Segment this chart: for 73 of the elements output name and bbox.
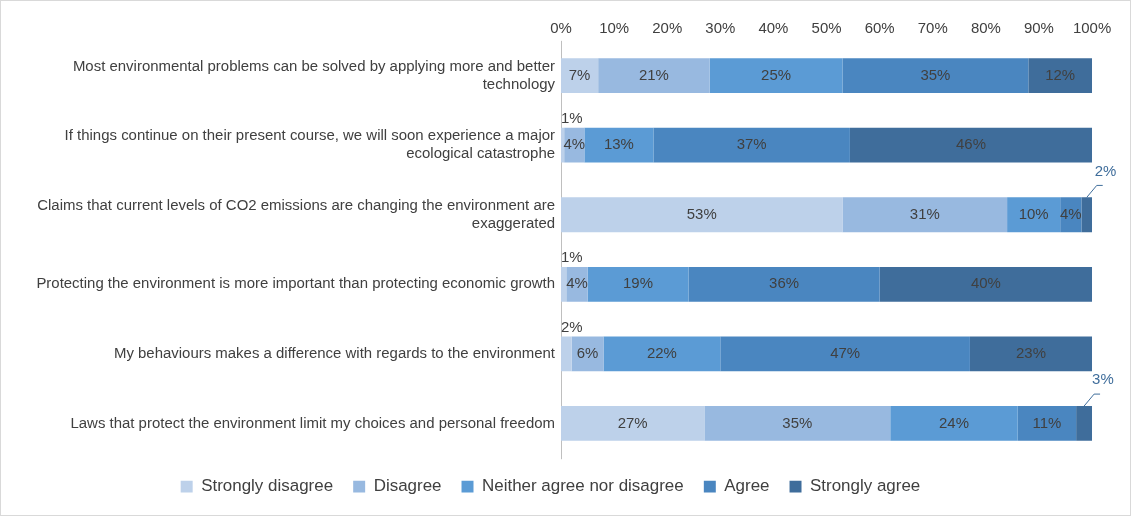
- data-label: 21%: [638, 65, 669, 83]
- bar: [969, 336, 1093, 372]
- x-tick-label: 70%: [917, 19, 948, 37]
- bar: [720, 336, 970, 372]
- bar: [842, 197, 1008, 233]
- x-tick-label: 90%: [1023, 19, 1054, 37]
- legend-label: Agree: [724, 476, 770, 496]
- bar: [704, 406, 891, 441]
- data-label: 37%: [736, 135, 767, 153]
- bar: [842, 58, 1029, 94]
- bar: [584, 127, 654, 163]
- bar: [890, 406, 1018, 441]
- data-label: 3%: [1092, 370, 1114, 388]
- legend-label: Disagree: [373, 476, 442, 496]
- bar: [879, 266, 1093, 302]
- x-tick-label: 60%: [864, 19, 895, 37]
- x-tick-label: 50%: [811, 19, 842, 37]
- bar: [1017, 406, 1077, 441]
- bar: [561, 197, 843, 233]
- bar: [688, 266, 880, 302]
- bar: [603, 336, 721, 372]
- data-label: 11%: [1032, 413, 1062, 431]
- y-tick-label: Laws that protect the environment limit my choices and personal freedom: [70, 413, 556, 431]
- data-label: 13%: [603, 135, 634, 153]
- y-tick-label: My behaviours makes a difference with regards to the environment: [113, 344, 556, 361]
- data-label: 2%: [561, 317, 583, 335]
- x-tick-label: 0%: [550, 19, 572, 37]
- data-label: 2%: [1094, 161, 1117, 179]
- x-tick-label: 30%: [705, 19, 736, 37]
- data-label: 1%: [561, 248, 583, 266]
- bar: [1007, 197, 1061, 233]
- data-label: 24%: [939, 413, 969, 431]
- data-label: 22%: [646, 344, 677, 361]
- data-label: 4%: [563, 135, 586, 153]
- data-label: 53%: [686, 204, 717, 222]
- data-label: 40%: [970, 274, 1001, 292]
- x-tick-label: 40%: [758, 19, 789, 37]
- legend-label: Strongly agree: [810, 476, 921, 496]
- bar: [561, 336, 572, 372]
- x-tick-label: 20%: [652, 19, 683, 37]
- bar: [709, 58, 843, 94]
- bar: [849, 127, 1093, 163]
- data-label: 31%: [909, 204, 940, 222]
- data-label: 4%: [566, 274, 588, 292]
- data-label: 25%: [761, 65, 792, 83]
- data-label: 1%: [561, 108, 583, 126]
- legend-label: Neither agree nor disagree: [481, 476, 684, 496]
- data-label: 12%: [1045, 65, 1076, 83]
- x-tick-label: 10%: [599, 19, 630, 37]
- x-tick-label: 100%: [1072, 19, 1112, 37]
- bar: [653, 127, 850, 163]
- data-label: 46%: [956, 135, 986, 153]
- data-label: 7%: [568, 65, 591, 83]
- bar: [587, 266, 689, 302]
- bar: [1028, 58, 1093, 94]
- data-label: 35%: [782, 413, 813, 431]
- data-label: 6%: [576, 344, 599, 361]
- data-label: 23%: [1016, 344, 1046, 361]
- data-label: 35%: [920, 65, 951, 83]
- data-label: 27%: [617, 413, 648, 431]
- y-tick-label: Claims that current levels of CO2 emissions are changing the environment are exaggerated: [37, 195, 556, 231]
- y-tick-label: Most environmental problems can be solved by applying more and better technology: [72, 56, 556, 92]
- y-tick-label: If things continue on their present course, we will soon experience a major ecological catastrophe: [64, 126, 556, 162]
- data-label: 36%: [769, 274, 800, 292]
- legend-label: Strongly disagree: [201, 476, 334, 496]
- data-label: 4%: [1060, 204, 1082, 222]
- y-tick-label: Protecting the environment is more important than protecting economic growth: [36, 274, 556, 292]
- data-label: 10%: [1018, 204, 1049, 222]
- bar: [598, 58, 710, 94]
- data-label: 47%: [830, 344, 861, 361]
- data-label: 19%: [623, 274, 653, 292]
- x-tick-label: 80%: [970, 19, 1001, 37]
- bar: [561, 406, 705, 441]
